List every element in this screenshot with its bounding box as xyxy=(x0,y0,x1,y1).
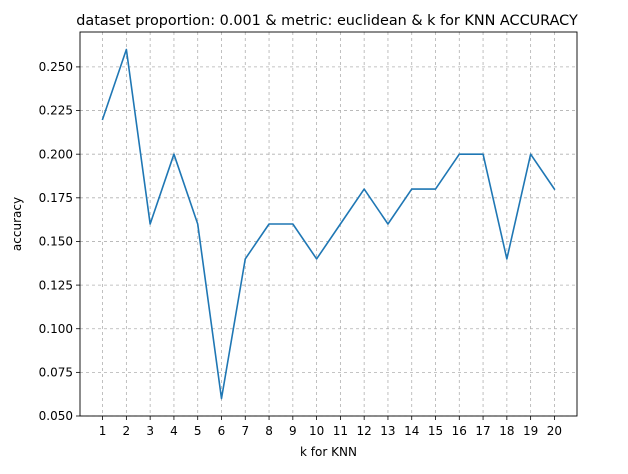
y-tick-label: 0.175 xyxy=(39,191,73,205)
plot-frame xyxy=(80,32,577,416)
x-tick-label: 19 xyxy=(523,424,538,438)
x-tick-label: 2 xyxy=(123,424,131,438)
series-line xyxy=(103,49,555,398)
x-tick-label: 13 xyxy=(380,424,395,438)
chart-title: dataset proportion: 0.001 & metric: eucl… xyxy=(76,13,578,29)
y-axis-label: accuracy xyxy=(10,197,24,251)
x-tick-label: 15 xyxy=(428,424,443,438)
y-tick-label: 0.150 xyxy=(39,235,73,249)
x-tick-label: 8 xyxy=(265,424,273,438)
y-tick-label: 0.225 xyxy=(39,104,73,118)
x-tick-label: 5 xyxy=(194,424,202,438)
y-tick-label: 0.125 xyxy=(39,278,73,292)
x-tick-label: 10 xyxy=(309,424,324,438)
y-tick-label: 0.050 xyxy=(39,409,73,423)
x-tick-label: 11 xyxy=(333,424,348,438)
y-tick-label: 0.200 xyxy=(39,147,73,161)
y-tick-label: 0.075 xyxy=(39,366,73,380)
grid xyxy=(80,32,577,416)
x-tick-label: 14 xyxy=(404,424,419,438)
x-tick-label: 20 xyxy=(547,424,562,438)
x-tick-label: 7 xyxy=(241,424,249,438)
x-tick-label: 4 xyxy=(170,424,178,438)
y-axis: 0.050 0.075 0.100 0.125 0.150 0.175 0.200 0.225… xyxy=(39,60,80,423)
x-tick-label: 9 xyxy=(289,424,297,438)
x-tick-label: 3 xyxy=(146,424,154,438)
x-axis-label: k for KNN xyxy=(300,445,357,459)
x-tick-label: 12 xyxy=(357,424,372,438)
y-tick-label: 0.100 xyxy=(39,322,73,336)
x-tick-label: 1 xyxy=(99,424,107,438)
x-tick-label: 18 xyxy=(499,424,514,438)
y-tick-label: 0.250 xyxy=(39,60,73,74)
x-tick-label: 16 xyxy=(452,424,467,438)
x-tick-label: 17 xyxy=(475,424,490,438)
series-layer xyxy=(103,49,555,398)
x-tick-label: 6 xyxy=(218,424,226,438)
